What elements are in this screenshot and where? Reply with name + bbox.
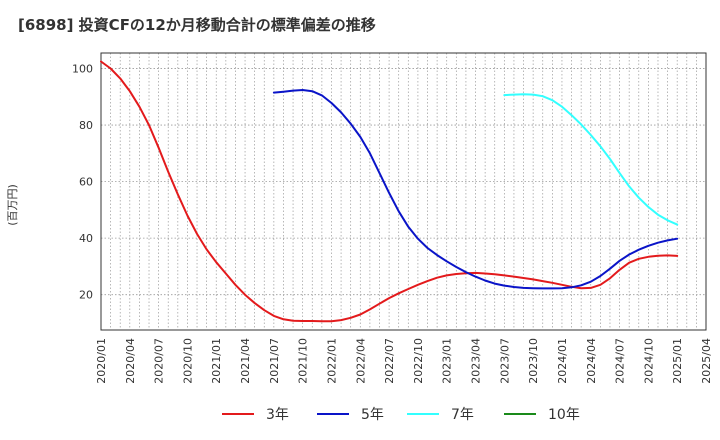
x-tick-label: 2023/07 bbox=[498, 338, 511, 384]
chart-title: [6898] 投資CFの12か月移動合計の標準偏差の推移 bbox=[18, 16, 376, 34]
x-tick-label: 2024/07 bbox=[614, 338, 627, 384]
legend-label: 5年 bbox=[361, 407, 384, 423]
plot-frame bbox=[100, 52, 707, 331]
y-axis-label: (百万円) bbox=[6, 184, 19, 226]
x-tick-label: 2020/04 bbox=[124, 338, 137, 384]
x-tick-label: 2023/01 bbox=[441, 338, 454, 384]
x-tick-label: 2023/10 bbox=[527, 338, 540, 384]
x-tick-label: 2021/01 bbox=[210, 338, 223, 384]
x-tick-label: 2023/04 bbox=[470, 338, 483, 384]
x-tick-label: 2022/04 bbox=[354, 338, 367, 384]
legend-label: 7年 bbox=[451, 407, 474, 423]
y-tick-label: 100 bbox=[72, 63, 93, 76]
x-tick-label: 2025/01 bbox=[671, 338, 684, 384]
x-tick-label: 2021/07 bbox=[268, 338, 281, 384]
x-tick-label: 2024/01 bbox=[556, 338, 569, 384]
series-line-7年 bbox=[503, 93, 679, 226]
x-tick-label: 2022/07 bbox=[383, 338, 396, 384]
y-tick-label: 80 bbox=[79, 119, 93, 132]
x-tick-label: 2020/10 bbox=[181, 338, 194, 384]
x-tick-label: 2024/04 bbox=[585, 338, 598, 384]
x-tick-label: 2020/07 bbox=[153, 338, 166, 384]
legend-label: 10年 bbox=[548, 407, 580, 423]
y-tick-label: 20 bbox=[79, 289, 93, 302]
y-tick-label: 60 bbox=[79, 176, 93, 189]
series-line-3年 bbox=[100, 60, 679, 323]
x-tick-label: 2021/10 bbox=[297, 338, 310, 384]
series-line-5年 bbox=[272, 89, 679, 290]
x-tick-label: 2025/04 bbox=[700, 338, 713, 384]
x-tick-label: 2024/10 bbox=[642, 338, 655, 384]
legend-label: 3年 bbox=[266, 407, 289, 423]
x-tick-label: 2020/01 bbox=[95, 338, 108, 384]
y-tick-label: 40 bbox=[79, 232, 93, 245]
x-tick-label: 2021/04 bbox=[239, 338, 252, 384]
x-tick-label: 2022/10 bbox=[412, 338, 425, 384]
x-tick-label: 2022/01 bbox=[325, 338, 338, 384]
